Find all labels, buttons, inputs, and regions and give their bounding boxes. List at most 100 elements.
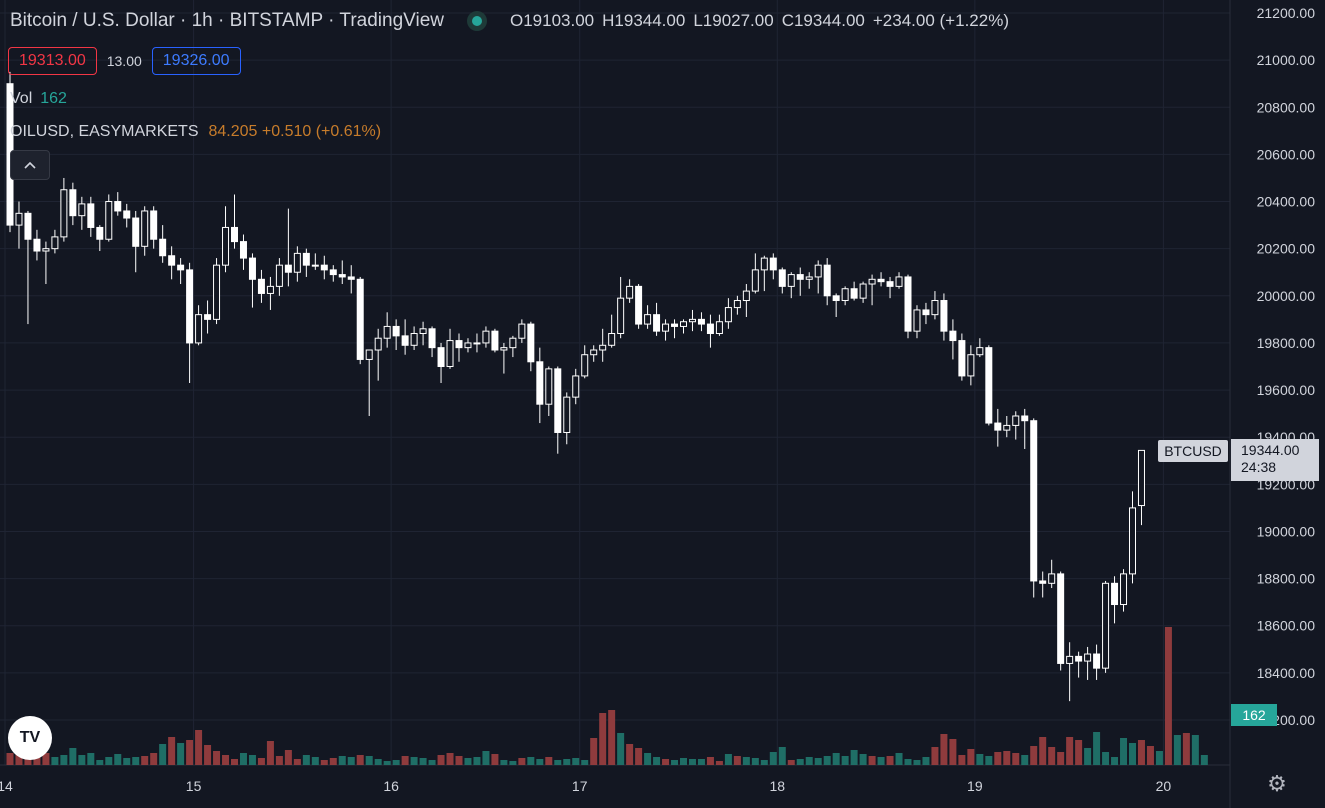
symbol-title[interactable]: Bitcoin / U.S. Dollar · 1h · BITSTAMP · … (10, 10, 444, 31)
candle-body (159, 238, 167, 257)
candle-body (1129, 507, 1136, 575)
candle-body (904, 276, 912, 332)
candle-body (186, 269, 194, 344)
candle-body (778, 269, 786, 287)
volume-bar (608, 710, 616, 765)
volume-bar (832, 753, 840, 765)
volume-bar (186, 740, 194, 765)
candle-body (266, 285, 274, 294)
candle-body (365, 349, 373, 360)
candle-body (114, 201, 122, 212)
volume-bar (428, 760, 436, 765)
volume-bar (401, 756, 409, 765)
candle-body (563, 396, 571, 433)
close-value: 19344.00 (793, 11, 865, 30)
volume-bar (653, 757, 661, 765)
volume-bars (6, 627, 1208, 765)
sell-button[interactable]: 19313.00 (8, 47, 97, 75)
volume-bar (6, 753, 14, 765)
candle-body (581, 354, 589, 377)
candle-body (895, 276, 903, 287)
candle-body (1111, 582, 1119, 606)
candle-body (392, 325, 400, 337)
collapse-legend-button[interactable] (10, 150, 50, 180)
volume-bar (24, 755, 32, 765)
candle-body (949, 330, 957, 342)
candle-body (1039, 580, 1047, 584)
volume-bar (1012, 753, 1020, 765)
candle-body (724, 307, 732, 323)
candle-body (329, 269, 337, 276)
volume-bar (248, 755, 256, 765)
volume-bar (347, 757, 355, 765)
candle-body (275, 264, 283, 287)
volume-bar (168, 737, 176, 765)
volume-bar (284, 750, 292, 765)
volume-bar (302, 755, 310, 765)
candle-body (78, 203, 86, 217)
volume-bar (859, 754, 867, 765)
volume-legend[interactable]: Vol 162 (10, 90, 67, 108)
candle-body (437, 347, 445, 367)
candle-body (697, 318, 705, 325)
gear-icon[interactable]: ⚙ (1267, 771, 1287, 796)
candle-body (87, 203, 95, 228)
volume-bar (985, 756, 993, 765)
volume-bar (177, 743, 185, 765)
candle-body (518, 323, 526, 339)
time-tick-label: 15 (186, 778, 202, 794)
candle-body (1137, 449, 1145, 507)
candle-body (482, 330, 490, 344)
volume-bar (356, 755, 364, 765)
candle-body (859, 283, 867, 299)
chart-header: Bitcoin / U.S. Dollar · 1h · BITSTAMP · … (10, 10, 1009, 32)
candle-body (1093, 653, 1101, 669)
candle-body (1030, 420, 1038, 582)
candle-body (491, 330, 499, 351)
volume-bar (680, 758, 687, 765)
candle-body (841, 288, 849, 302)
candle-body (51, 236, 59, 250)
volume-bar (150, 753, 158, 765)
last-price: 19344.00 (1241, 442, 1300, 458)
volume-bar (1164, 627, 1172, 765)
volume-bar (87, 753, 95, 765)
candle-body (1066, 655, 1074, 664)
volume-bar (994, 752, 1002, 765)
volume-bar (96, 760, 104, 765)
volume-bar (886, 756, 894, 765)
candle-body (931, 300, 939, 316)
candle-body (356, 278, 364, 360)
price-tick-label: 19000.00 (1257, 523, 1316, 539)
candle-body (653, 314, 661, 332)
volume-bar (105, 757, 113, 765)
candle-body (374, 337, 382, 351)
volume-bar (1111, 757, 1119, 765)
volume-bar (51, 757, 59, 765)
buy-button[interactable]: 19326.00 (151, 47, 241, 75)
volume-bar (311, 757, 319, 765)
symbol-price-tag: BTCUSD (1158, 440, 1228, 462)
volume-bar (455, 756, 463, 765)
price-tick-label: 20200.00 (1257, 241, 1316, 257)
bid-ask-panel: 19313.00 13.00 19326.00 (8, 47, 241, 75)
candle-body (644, 314, 652, 325)
volume-bar (814, 758, 822, 765)
volume-bar (572, 758, 580, 765)
volume-bar (1146, 746, 1154, 765)
bar-countdown: 24:38 (1241, 459, 1277, 475)
candle-body (1120, 573, 1128, 606)
overlay-legend[interactable]: OILUSD, EASYMARKETS 84.205 +0.510 (+0.61%… (10, 123, 381, 141)
volume-bar (949, 739, 957, 765)
candle-body (626, 285, 634, 299)
candle-body (1057, 573, 1065, 664)
time-tick-label: 14 (0, 778, 13, 794)
candle-body (222, 226, 230, 266)
candle-body (832, 295, 840, 302)
candle-body (976, 347, 984, 356)
candle-body (24, 212, 32, 240)
candle-body (123, 210, 131, 219)
candle-body (231, 226, 238, 243)
tradingview-logo[interactable]: TV (8, 716, 52, 760)
